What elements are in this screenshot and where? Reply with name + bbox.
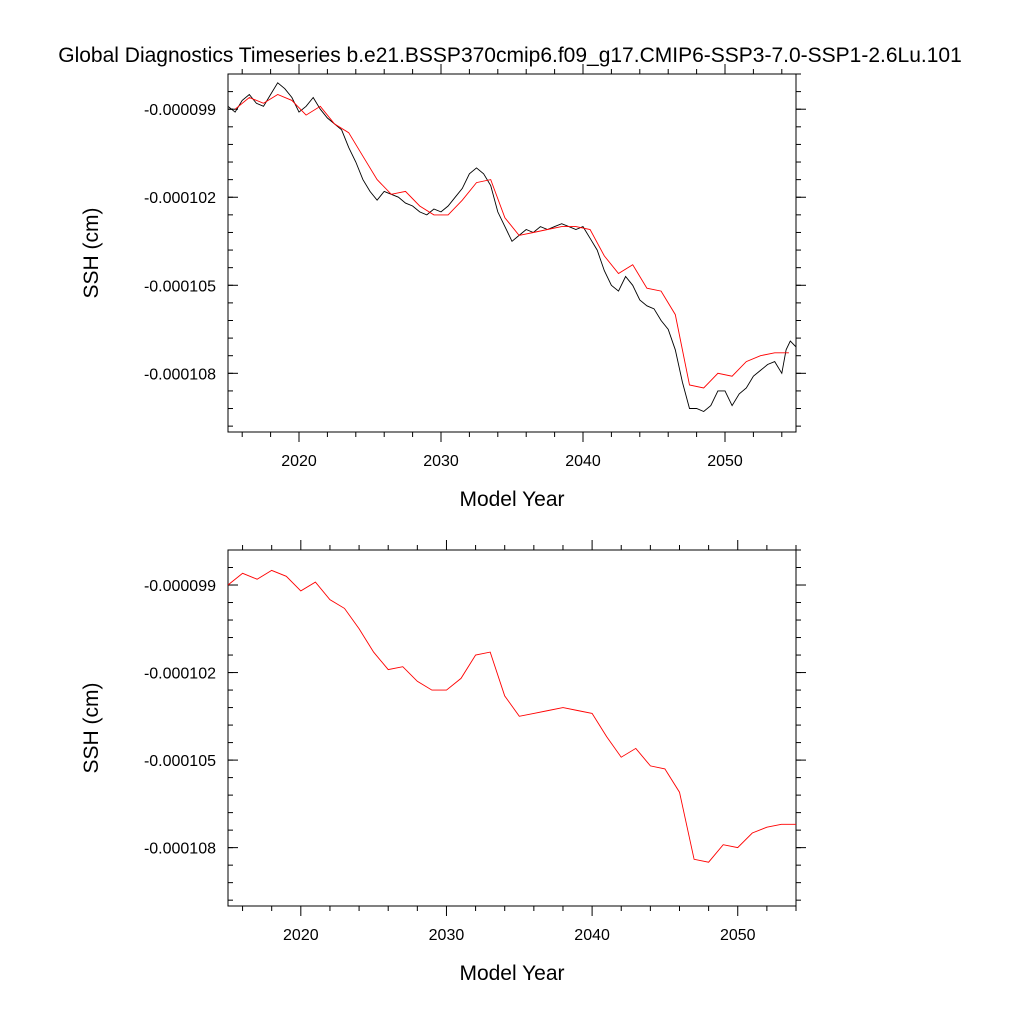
y-tick-label: -0.000102 [144, 666, 216, 683]
series-line-monthly [228, 82, 796, 413]
y-tick-label: -0.000099 [144, 102, 216, 119]
y-axis-label: SSH (cm) [80, 683, 103, 774]
x-tick-label: 2020 [281, 453, 317, 470]
x-axis-label: Model Year [459, 488, 564, 511]
series-line-annual-mean [234, 93, 789, 389]
y-tick-label: -0.000105 [144, 753, 216, 770]
bottom-timeseries-plot: 2020 2030 2040 2050 -0.000099 -0.000102 -0.000… [80, 540, 806, 985]
top-timeseries-plot: 2020 2030 2040 2050 -0.000099 -0.000102 -0.000… [80, 64, 806, 511]
x-tick-label: 2030 [423, 453, 459, 470]
y-tick-label: -0.000099 [144, 578, 216, 595]
y-tick-label: -0.000108 [144, 366, 216, 383]
x-tick-label: 2030 [429, 927, 465, 944]
y-axis-label: SSH (cm) [80, 208, 103, 299]
plot-frame [227, 549, 797, 907]
y-tick-label: -0.000102 [144, 190, 216, 207]
x-tick-label: 2040 [565, 453, 601, 470]
chart-title: Global Diagnostics Timeseries b.e21.BSSP… [58, 44, 962, 67]
y-tick-label: -0.000105 [144, 278, 216, 295]
y-tick-label: -0.000108 [144, 841, 216, 858]
plot-frame [227, 73, 797, 433]
x-axis-label: Model Year [459, 962, 564, 985]
x-tick-label: 2050 [707, 453, 743, 470]
series-line-annual-mean [228, 569, 796, 863]
x-tick-label: 2020 [283, 927, 319, 944]
x-tick-label: 2040 [574, 927, 610, 944]
x-tick-label: 2050 [720, 927, 756, 944]
